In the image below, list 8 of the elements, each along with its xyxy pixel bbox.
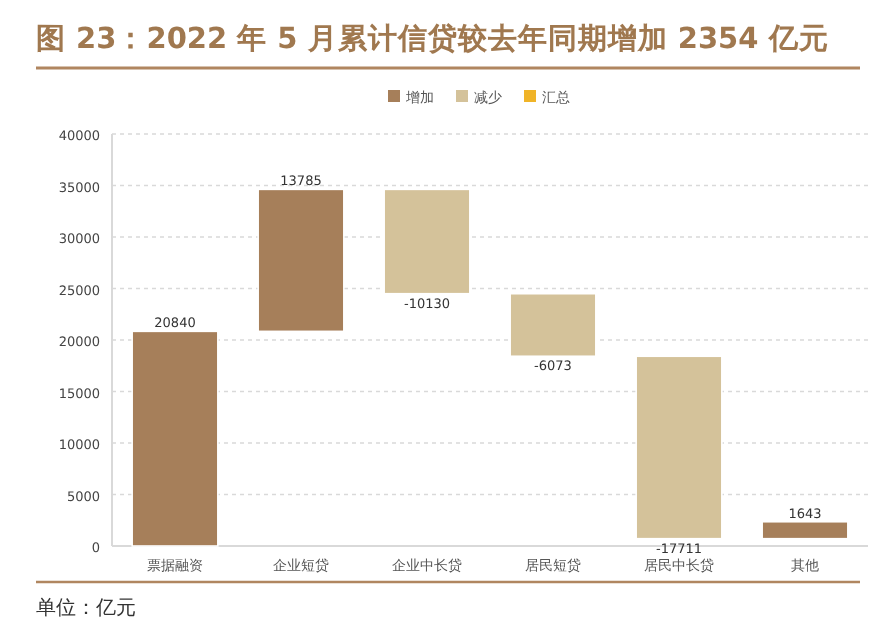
chart-title: 图 23：2022 年 5 月累计信贷较去年同期增加 2354 亿元 <box>36 22 829 56</box>
bar <box>257 188 345 333</box>
bar <box>509 292 597 358</box>
bar <box>761 520 849 540</box>
bar <box>131 330 219 547</box>
text: 单位：亿元 <box>36 596 136 620</box>
bar <box>635 355 723 540</box>
bar <box>383 188 471 295</box>
